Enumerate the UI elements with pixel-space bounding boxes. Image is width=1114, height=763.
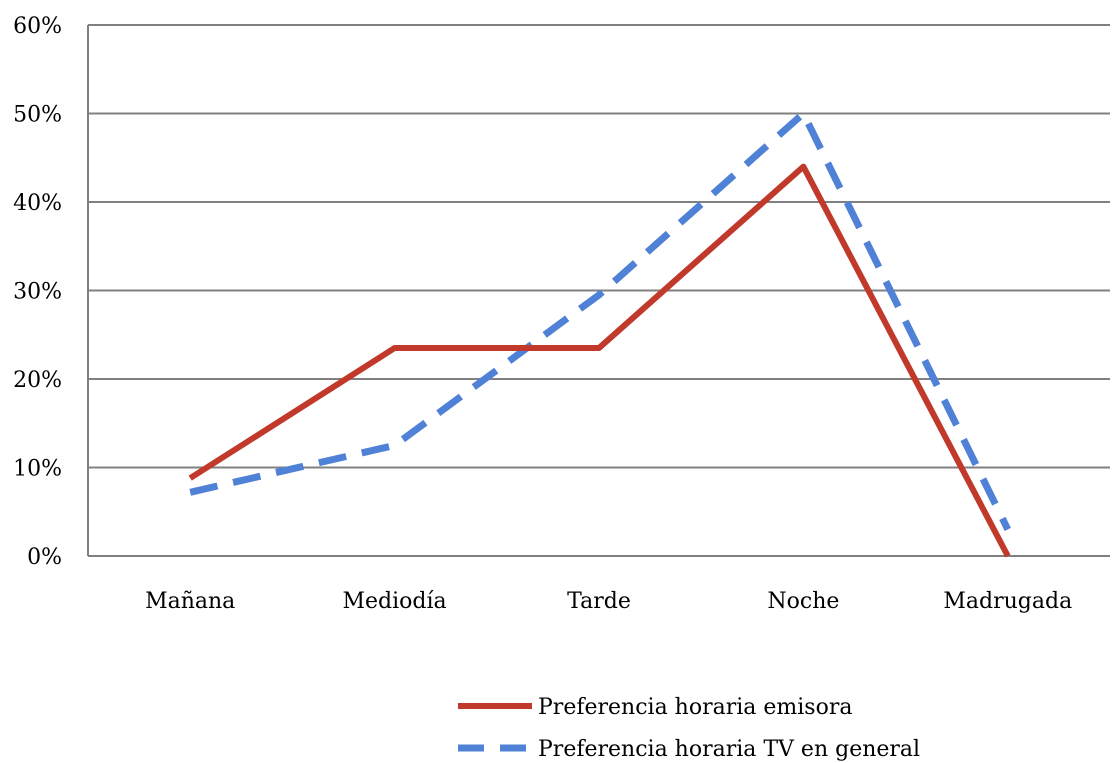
- y-tick-label: 40%: [13, 191, 62, 216]
- y-tick-label: 0%: [27, 545, 62, 570]
- y-tick-label: 30%: [13, 280, 62, 305]
- y-tick-label: 20%: [13, 368, 62, 393]
- series-line-emisora: [188, 163, 1011, 558]
- y-tick-label: 10%: [13, 457, 62, 482]
- legend-label-tv-general: Preferencia horaria TV en general: [538, 737, 920, 762]
- x-tick-label: Mediodía: [343, 589, 447, 614]
- x-tick-label: Tarde: [567, 589, 631, 614]
- x-tick-label: Madrugada: [943, 589, 1072, 614]
- y-tick-label: 60%: [13, 14, 62, 39]
- y-tick-label: 50%: [13, 103, 62, 128]
- y-axis-ticks: 0% 10% 20% 30% 40% 50% 60%: [13, 14, 62, 570]
- series-lines: [188, 110, 1011, 558]
- legend: Preferencia horaria emisora Preferencia …: [458, 695, 920, 762]
- x-tick-label: Mañana: [145, 589, 235, 614]
- x-tick-label: Noche: [767, 589, 839, 614]
- x-axis-ticks: Mañana Mediodía Tarde Noche Madrugada: [145, 589, 1072, 614]
- gridlines: [87, 24, 1110, 557]
- legend-label-emisora: Preferencia horaria emisora: [538, 695, 852, 720]
- series-line-tv-general: [189, 110, 1011, 531]
